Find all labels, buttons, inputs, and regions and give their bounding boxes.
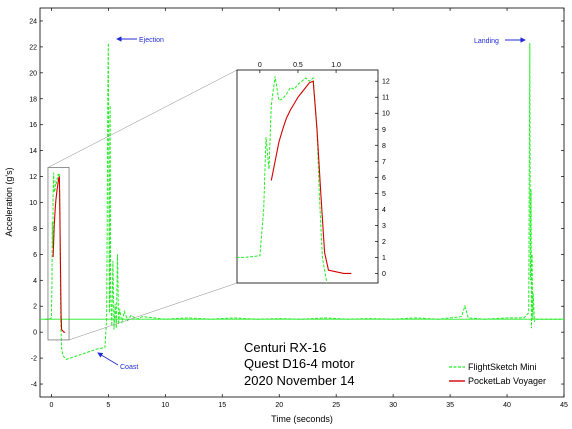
y-tick-label: 18 [29, 96, 37, 103]
x-tick-label: 0 [49, 402, 53, 409]
y-tick-label: 6 [33, 252, 37, 259]
y-tick-label: -2 [31, 356, 37, 363]
inset-x-tick-label: 0 [258, 62, 262, 69]
inset-y-tick-label: 8 [382, 143, 386, 150]
y-tick-label: 4 [33, 278, 37, 285]
inset-x-axis-ticks: 0 0.5 1.0 [258, 62, 341, 73]
x-tick-label: 30 [389, 402, 397, 409]
inset-y-tick-label: 5 [382, 191, 386, 198]
inset-y-tick-label: 0 [382, 271, 386, 278]
inset-y-tick-label: 1 [382, 255, 386, 262]
x-axis-ticks: 0 5 10 15 20 25 30 35 40 45 [49, 8, 568, 409]
y-tick-label: 22 [29, 44, 37, 51]
y-axis-label: Acceleration (g's) [4, 167, 14, 236]
inset-y-tick-label: 9 [382, 127, 386, 134]
x-tick-label: 10 [161, 402, 169, 409]
inset-y-tick-label: 2 [382, 239, 386, 246]
zoom-connector-bottom [68, 282, 238, 341]
chart-title-line-2: Quest D16-4 motor [244, 356, 355, 371]
x-axis-label: Time (seconds) [271, 414, 333, 424]
chart-title-line-1: Centuri RX-16 [244, 340, 326, 355]
zoom-region-box [47, 167, 70, 341]
x-tick-label: 35 [446, 402, 454, 409]
annotation-landing-label: Landing [474, 38, 499, 45]
legend: FlightSketch Mini PocketLab Voyager [449, 362, 546, 386]
x-tick-label: 5 [106, 402, 110, 409]
y-tick-label: 16 [29, 122, 37, 129]
inset-y-tick-label: 3 [382, 223, 386, 230]
inset-x-tick-label: 1.0 [331, 62, 341, 69]
y-tick-label: 0 [33, 330, 37, 337]
y-tick-label: 10 [29, 200, 37, 207]
inset-x-tick-label: 0.5 [293, 62, 303, 69]
chart-title-line-3: 2020 November 14 [244, 373, 355, 388]
y-tick-label: 24 [29, 18, 37, 25]
inset-frame [236, 69, 379, 284]
legend-label-flightsketch-mini: FlightSketch Mini [468, 362, 537, 372]
annotation-landing: Landing [474, 37, 526, 45]
x-tick-label: 40 [503, 402, 511, 409]
inset-series-line-pocketlab-voyager [270, 80, 352, 274]
legend-label-pocketlab-voyager: PocketLab Voyager [468, 376, 546, 386]
annotation-coast-arrow [97, 352, 119, 366]
x-tick-label: 25 [332, 402, 340, 409]
inset-y-tick-label: 6 [382, 175, 386, 182]
inset-y-tick-label: 4 [382, 207, 386, 214]
y-tick-label: 20 [29, 70, 37, 77]
annotation-ejection: Ejection [116, 36, 164, 44]
y-tick-label: 8 [33, 226, 37, 233]
annotation-coast: Coast [97, 352, 138, 371]
y-tick-label: 2 [33, 304, 37, 311]
x-tick-label: 15 [218, 402, 226, 409]
x-tick-label: 45 [560, 402, 568, 409]
y-tick-label: -4 [31, 382, 37, 389]
y-tick-label: 12 [29, 174, 37, 181]
series-line-pocketlab-voyager [52, 176, 66, 333]
annotation-coast-label: Coast [120, 364, 138, 371]
series-line-flightsketch-mini [44, 42, 564, 360]
x-tick-label: 20 [275, 402, 283, 409]
annotation-ejection-label: Ejection [139, 37, 164, 44]
inset-y-tick-label: 12 [382, 79, 390, 86]
y-tick-label: 14 [29, 148, 37, 155]
inset-y-tick-label: 7 [382, 159, 386, 166]
zoom-connector-top [47, 69, 238, 168]
inset-y-tick-label: 11 [382, 95, 389, 102]
inset-y-tick-label: 10 [382, 111, 390, 118]
